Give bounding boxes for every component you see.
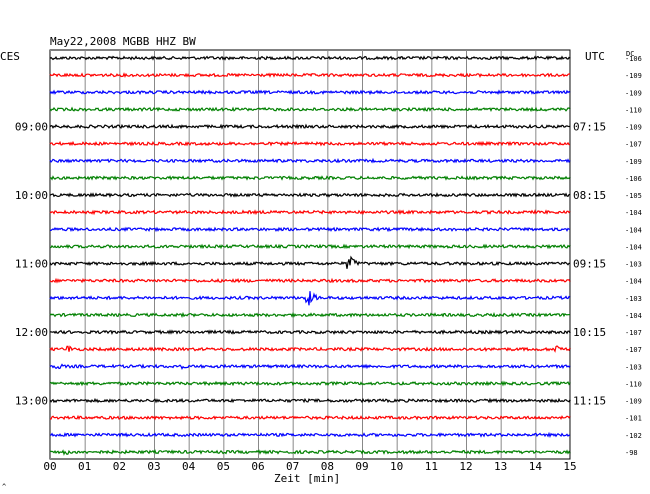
dc-offset-label: -110 [625,106,642,114]
x-axis-label: Zeit [min] [274,472,340,485]
dc-offset-label: -103 [625,363,642,371]
trace-line [49,277,571,284]
dc-offset-label: -106 [625,175,642,183]
trace-line [49,55,571,61]
x-tick-label: 02 [113,460,126,473]
dc-offset-label: -104 [625,226,642,234]
dc-offset-label: -103 [625,261,642,269]
dc-offset-label: -104 [625,312,642,320]
left-time-label: 12:00 [15,326,48,339]
dc-offset-label: -104 [625,278,642,286]
trace-line [49,140,571,147]
right-time-label: 09:15 [573,258,606,271]
left-time-label: 09:00 [15,121,48,134]
x-tick-label: 13 [494,460,507,473]
x-tick-label: 08 [321,460,334,473]
left-header: CES [0,50,20,63]
right-time-label: 08:15 [573,189,606,202]
dc-offset-label: -107 [625,141,642,149]
dc-header: DC [626,50,634,58]
trace-line [49,192,571,198]
x-tick-label: 07 [286,460,299,473]
dc-offset-label: -105 [625,192,642,200]
trace-line [49,243,571,250]
x-tick-label: 10 [390,460,403,473]
dc-offset-label: -101 [625,415,642,423]
x-tick-label: 00 [43,460,56,473]
x-tick-label: 09 [355,460,368,473]
x-tick-label: 04 [182,460,196,473]
seismic-traces [49,55,571,456]
grid-lines [49,49,571,460]
dc-offset-label: -110 [625,380,642,388]
dc-offset-label: -109 [625,398,642,406]
chart-title: May22,2008 MGBB HHZ BW [50,35,196,48]
right-header: UTC [585,50,605,63]
footer-mark: ^ [2,483,6,491]
right-time-label: 11:15 [573,395,606,408]
trace-line [49,397,571,404]
dc-offset-label: -107 [625,346,642,354]
trace-line [49,106,571,113]
trace-line [49,175,571,181]
trace-line [49,311,571,319]
dc-offset-label: -104 [625,243,642,251]
trace-line [50,226,570,233]
x-tick-label: 14 [529,460,543,473]
dc-offset-label: -103 [625,295,642,303]
trace-line [49,363,571,370]
dc-offset-label: -109 [625,72,642,80]
right-time-label: 07:15 [573,121,606,134]
x-tick-label: 05 [217,460,230,473]
trace-line [49,380,571,387]
dc-offset-label: -109 [625,158,642,166]
axis-labels: 00 01 02 03 04 05 06 07 08 09 10 11 12 13 14 15 09:00 10:… [15,55,642,473]
trace-line [49,345,571,353]
trace-line [49,72,570,78]
trace-line [49,414,571,421]
trace-line [49,123,571,130]
trace-line [49,209,571,216]
trace-line [49,157,571,164]
left-time-label: 13:00 [15,395,48,408]
dc-offset-label: -109 [625,89,642,97]
x-tick-label: 03 [147,460,160,473]
trace-line [49,89,571,96]
trace-line [49,291,571,306]
dc-offset-label: -102 [625,432,642,440]
x-tick-label: 06 [251,460,264,473]
dc-offset-label: -98 [625,449,638,457]
left-time-label: 10:00 [15,189,48,202]
dc-offset-label: -104 [625,209,642,217]
trace-line [49,449,571,456]
trace-line [49,329,571,335]
dc-offset-label: -106 [625,55,642,63]
trace-line [49,431,571,438]
x-tick-label: 11 [425,460,438,473]
x-tick-label: 15 [563,460,576,473]
right-time-label: 10:15 [573,326,606,339]
dc-offset-label: -107 [625,329,642,337]
dc-offset-label: -109 [625,124,642,132]
plot-frame [49,49,571,460]
left-time-label: 11:00 [15,258,48,271]
x-tick-label: 01 [78,460,91,473]
x-tick-label: 12 [459,460,472,473]
trace-line [49,255,570,269]
